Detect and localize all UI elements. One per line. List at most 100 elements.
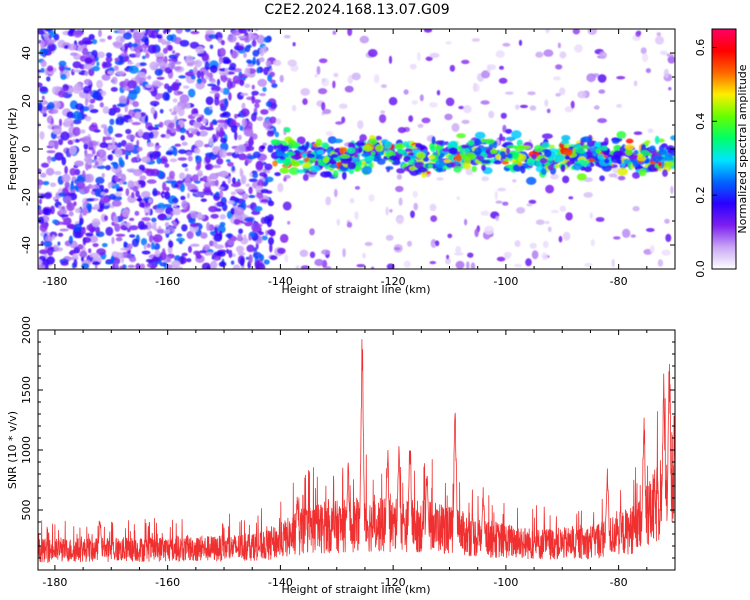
spectrogram-spot — [198, 130, 208, 137]
spectrogram-spot — [146, 243, 151, 249]
spectrogram-spot — [78, 221, 83, 226]
spectrogram-spot — [495, 154, 502, 160]
spectrogram-spot — [96, 149, 107, 158]
spectrogram-spot — [552, 76, 561, 81]
spectrogram-spot — [69, 168, 77, 176]
spectrogram-spot — [416, 151, 426, 160]
spectrogram-spot — [361, 166, 373, 175]
spectrogram-spot — [512, 152, 519, 160]
spectrogram-spot — [595, 217, 605, 222]
spectrogram-spot — [267, 144, 274, 153]
spectrogram-spot — [88, 104, 95, 110]
spectrogram-spot — [164, 163, 170, 168]
spectrogram-spot — [240, 169, 244, 177]
spectrogram-spot — [191, 113, 202, 117]
spectrogram-spot — [332, 80, 336, 89]
spectrogram-spot — [283, 158, 291, 167]
spectrogram-spot — [199, 250, 207, 254]
spectrogram-spot — [172, 50, 176, 54]
spectrogram-spot — [526, 176, 537, 185]
colorbar-tick-label: 0.2 — [694, 186, 707, 204]
spectrogram-spot — [130, 46, 135, 51]
spectrogram-spot — [85, 173, 94, 183]
spectrogram-spot — [59, 214, 69, 218]
spectrogram-spot — [160, 134, 166, 138]
spectrogram-spot — [45, 167, 55, 176]
spectrogram-spot — [62, 121, 71, 128]
spectrogram-spot — [413, 202, 419, 211]
spectrogram-spot — [657, 161, 663, 167]
spectrogram-spot — [336, 218, 341, 226]
spectrogram-spot — [82, 170, 86, 178]
spectrogram-spot — [147, 29, 152, 36]
spectrogram-spot — [38, 102, 43, 111]
spectrogram-spot — [465, 152, 477, 161]
spectrogram-spot — [208, 137, 214, 147]
spectrogram-spot — [91, 65, 100, 72]
spectrogram-spot — [127, 264, 135, 269]
spectrogram-spot — [227, 176, 232, 185]
spectrogram-spot — [562, 231, 571, 241]
colorbar: 0.0 0.2 0.4 0.6 Normalized spectral amplitu… — [694, 28, 749, 278]
spectrogram-spot — [240, 257, 245, 267]
spectrogram-spot — [461, 59, 470, 65]
spectrogram-spot — [174, 184, 179, 188]
spectrogram-spot — [449, 64, 456, 72]
spectrogram-spot — [145, 84, 152, 89]
spectrogram-spot — [209, 121, 214, 129]
spectrogram-spot — [148, 198, 153, 204]
spectrogram-spot — [330, 153, 339, 158]
spectrogram-spot — [84, 153, 94, 158]
spectrogram-spot — [248, 254, 253, 264]
spectrogram-spot — [115, 35, 126, 44]
spectrogram-spot — [557, 42, 562, 49]
spectrogram-spot — [456, 196, 461, 201]
spectrogram-spot — [120, 247, 130, 251]
spectrogram-spot — [514, 240, 521, 248]
spectrogram-spot — [91, 149, 96, 155]
spectrogram-spot — [101, 172, 105, 179]
spectrogram-spot — [566, 160, 571, 168]
spectrogram-spot — [209, 90, 219, 94]
spectrogram-spot — [216, 119, 227, 124]
spectrogram-spot — [132, 101, 139, 108]
spectrogram-spot — [68, 211, 74, 217]
spectrogram-spot — [196, 254, 202, 259]
spectrogram-spot — [239, 79, 245, 86]
spectrogram-spot — [339, 103, 348, 109]
spectrogram-spot — [236, 113, 241, 118]
spectrogram-spot — [77, 244, 84, 250]
spectrogram-spot — [91, 218, 101, 228]
spectrogram-spot — [159, 157, 168, 164]
spectrogram-spot — [258, 57, 265, 63]
spectrogram-spot — [407, 240, 412, 247]
spectrogram-spot — [495, 50, 505, 58]
spectrogram-spot — [339, 154, 351, 159]
spectrogram-spot — [61, 173, 71, 183]
spectrogram-spot — [234, 131, 238, 141]
spectrogram-spot — [467, 252, 474, 258]
spectrogram-spot — [219, 214, 226, 220]
spectrogram-spot — [179, 39, 190, 47]
spectrogram-spot — [248, 32, 254, 41]
spectrogram-spot — [662, 169, 668, 177]
spectrogram-spot — [136, 198, 143, 202]
spectrogram-spot — [206, 265, 211, 269]
spectrogram-spot — [232, 264, 241, 269]
snr-x-ticks: -180 -160 -140 -120 -100 -80 — [42, 330, 676, 589]
spectrogram-spot — [109, 118, 115, 126]
spectrogram-spot — [505, 128, 513, 134]
spectrogram-spot — [263, 259, 270, 265]
spectrogram-spot — [125, 188, 130, 197]
spectrogram-spot — [265, 60, 272, 67]
spectrogram-spot — [88, 124, 99, 132]
spectrogram-spot — [429, 52, 440, 59]
spectrogram-spot — [107, 70, 115, 75]
spectrogram-spot — [295, 265, 300, 269]
spectrogram-spot — [246, 244, 255, 253]
spectrogram-spot — [216, 201, 225, 207]
spectrogram-spot — [633, 131, 643, 135]
spectrogram-spot — [334, 188, 338, 198]
spectrogram-spot — [267, 200, 275, 207]
